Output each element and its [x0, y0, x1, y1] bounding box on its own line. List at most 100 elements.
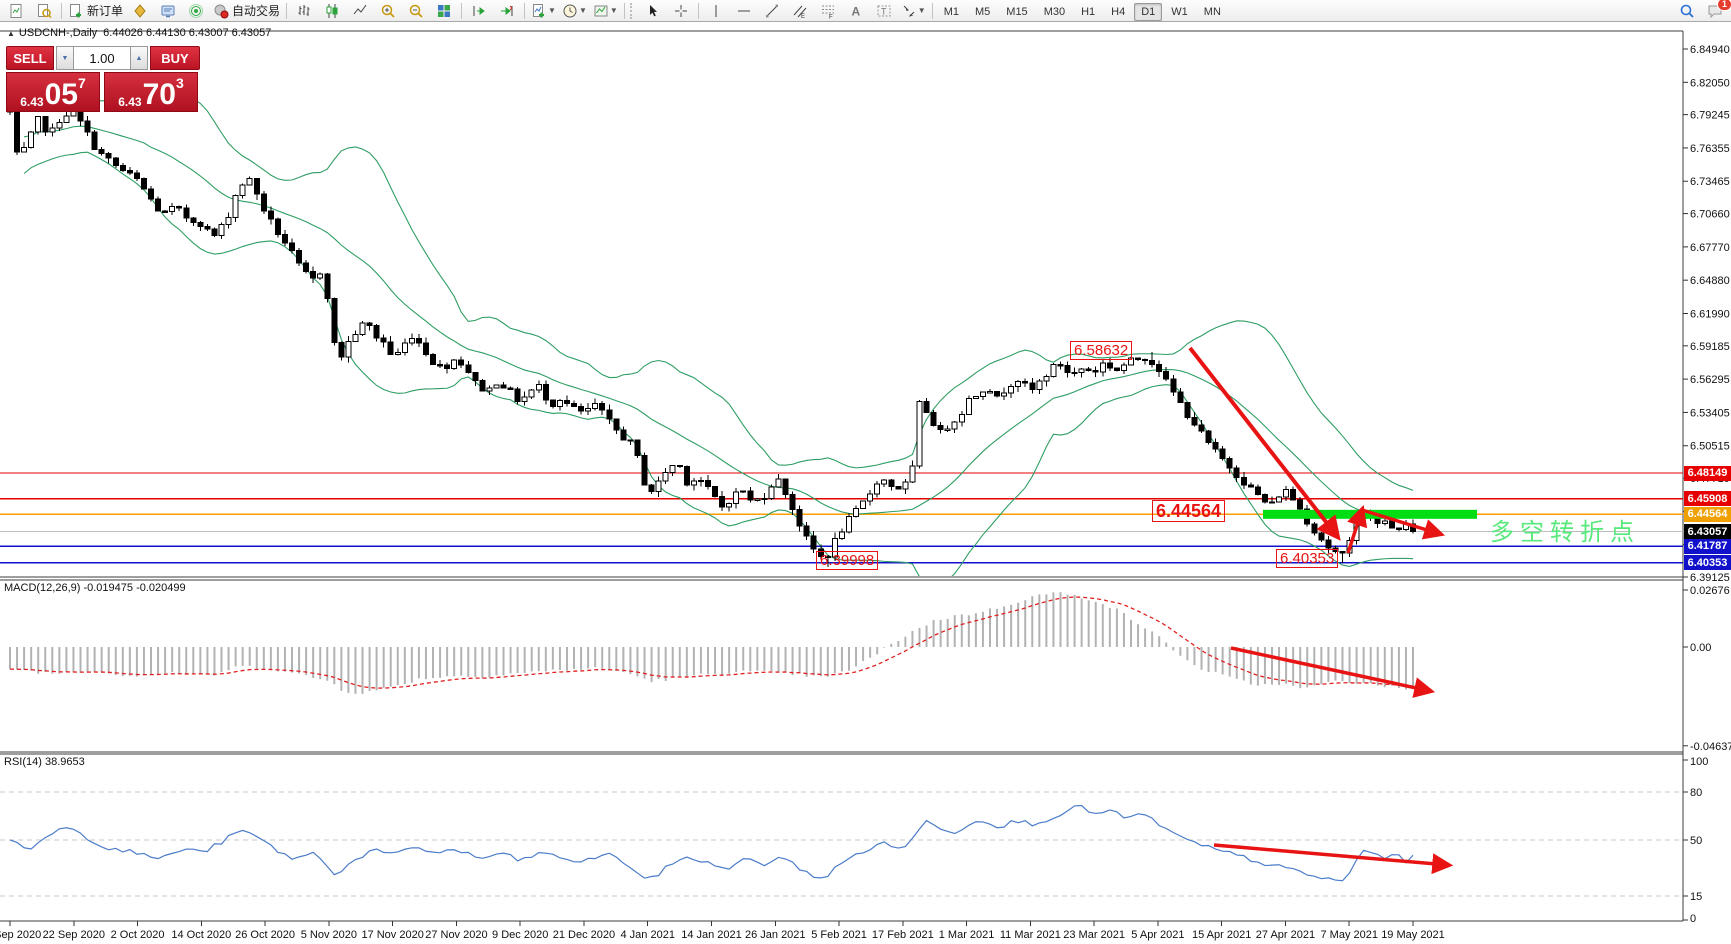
ohlc-values: 6.44026 6.44130 6.43007 6.43057 [103, 27, 272, 39]
svg-text:17 Nov 2020: 17 Nov 2020 [361, 929, 423, 941]
annotation-arrows [1188, 346, 1454, 875]
sell-button[interactable]: SELL [6, 46, 54, 70]
new-order-label: 新订单 [87, 4, 124, 18]
sell-price-display[interactable]: 6.43 05 7 [6, 72, 100, 112]
auto-scroll-icon[interactable] [465, 0, 493, 22]
sell-price-small: 6.43 [20, 95, 44, 109]
tile-windows-icon[interactable] [430, 0, 458, 22]
timeframe-button-M1[interactable]: M1 [943, 5, 959, 18]
line-chart-mode-icon[interactable] [346, 0, 374, 22]
bollinger-upper-band [23, 89, 1414, 491]
svg-text:2 Oct 2020: 2 Oct 2020 [111, 929, 165, 941]
svg-text:80: 80 [1690, 787, 1702, 799]
svg-text:19 May 2021: 19 May 2021 [1381, 929, 1445, 941]
svg-text:5 Apr 2021: 5 Apr 2021 [1131, 929, 1184, 941]
svg-text:6.53405: 6.53405 [1690, 407, 1730, 419]
svg-text:6.79245: 6.79245 [1690, 110, 1730, 122]
svg-text:4 Jan 2021: 4 Jan 2021 [621, 929, 675, 941]
vertical-line-tool-icon[interactable] [702, 0, 730, 22]
trendline-tool-icon[interactable] [758, 0, 786, 22]
timeframe-button-D1[interactable]: D1 [1134, 2, 1163, 21]
bar-chart-mode-icon[interactable] [290, 0, 318, 22]
zoom-out-icon[interactable] [402, 0, 430, 22]
broadcast-icon[interactable] [182, 0, 210, 22]
svg-text:27 Nov 2020: 27 Nov 2020 [425, 929, 487, 941]
chart-shift-icon[interactable] [493, 0, 521, 22]
text-tool-icon[interactable]: A [842, 0, 870, 22]
toolbar: 新订单 自动交易 ▼ ▼ ▼ E F A T ▼ [0, 0, 1731, 22]
profiles-button[interactable] [30, 0, 58, 22]
svg-text:T: T [881, 6, 887, 16]
svg-text:23 Mar 2021: 23 Mar 2021 [1063, 929, 1125, 941]
volume-decrease-button[interactable]: ▼ [56, 46, 74, 70]
buy-price-display[interactable]: 6.43 70 3 [104, 72, 198, 112]
svg-text:6.61990: 6.61990 [1690, 308, 1730, 320]
macd-signal-line [9, 596, 1414, 689]
symbol-period-label: USDCNH-,Daily [18, 27, 98, 39]
timeframe-button-M15[interactable]: M15 [1006, 5, 1028, 18]
svg-text:6.70660: 6.70660 [1690, 209, 1730, 221]
periods-clock-button[interactable]: ▼ [559, 0, 590, 22]
timeframe-button-W1[interactable]: W1 [1171, 5, 1188, 18]
timeframe-button-M30[interactable]: M30 [1043, 5, 1066, 18]
svg-text:7 May 2021: 7 May 2021 [1320, 929, 1377, 941]
svg-text:21 Dec 2020: 21 Dec 2020 [553, 929, 615, 941]
svg-text:27 Apr 2021: 27 Apr 2021 [1256, 929, 1315, 941]
bollinger-middle-band [24, 125, 1414, 526]
price-annotation-level: 6.44564 [1152, 500, 1226, 522]
templates-button[interactable]: ▼ [590, 0, 621, 22]
svg-text:6.73465: 6.73465 [1690, 176, 1730, 188]
search-icon[interactable] [1673, 0, 1701, 22]
candle-chart-mode-icon[interactable] [318, 0, 346, 22]
volume-input[interactable] [74, 46, 130, 70]
svg-text:10 Sep 2020: 10 Sep 2020 [0, 929, 41, 941]
svg-text:-0.046374: -0.046374 [1690, 741, 1731, 753]
timeframe-button-H4[interactable]: H4 [1111, 5, 1126, 18]
buy-button[interactable]: BUY [150, 46, 200, 70]
svg-text:6.64880: 6.64880 [1690, 275, 1730, 287]
autotrading-label: 自动交易 [232, 4, 281, 18]
arrows-tool-button[interactable]: ▼ [898, 0, 929, 22]
terminal-icon[interactable] [154, 0, 182, 22]
cursor-tool-icon[interactable] [639, 0, 667, 22]
trade-panel-toggle[interactable]: ▲ [7, 29, 15, 38]
svg-text:6.67770: 6.67770 [1690, 242, 1730, 254]
svg-text:6.84940: 6.84940 [1690, 44, 1730, 56]
text-label-tool-icon[interactable]: T [870, 0, 898, 22]
buy-price-small: 6.43 [118, 95, 142, 109]
svg-text:6.50515: 6.50515 [1690, 441, 1730, 453]
equidistant-channel-tool-icon[interactable]: E [786, 0, 814, 22]
svg-text:0.00: 0.00 [1690, 642, 1711, 654]
chat-icon[interactable]: 1 [1701, 0, 1731, 22]
zoom-in-icon[interactable] [374, 0, 402, 22]
svg-text:9 Dec 2020: 9 Dec 2020 [492, 929, 548, 941]
macd-axis: 0.02676 0.00 -0.046374 [1683, 585, 1731, 753]
new-order-button[interactable]: 新订单 [65, 0, 126, 22]
crosshair-tool-icon[interactable] [667, 0, 695, 22]
svg-text:14 Oct 2020: 14 Oct 2020 [171, 929, 231, 941]
indicators-button[interactable]: ▼ [528, 0, 559, 22]
svg-text:14 Jan 2021: 14 Jan 2021 [681, 929, 742, 941]
level-price-badge: 6.40353 [1684, 555, 1731, 571]
autotrading-button[interactable]: 自动交易 [210, 0, 283, 22]
svg-text:5 Nov 2020: 5 Nov 2020 [301, 929, 357, 941]
svg-text:11 Mar 2021: 11 Mar 2021 [1000, 929, 1061, 941]
timeframe-button-H1[interactable]: H1 [1081, 5, 1096, 18]
svg-text:6.56295: 6.56295 [1690, 374, 1730, 386]
fibonacci-tool-icon[interactable]: F [814, 0, 842, 22]
volume-increase-button[interactable]: ▲ [130, 46, 148, 70]
timeframe-button-M5[interactable]: M5 [975, 5, 991, 18]
level-price-badge: 6.45908 [1684, 491, 1731, 507]
symbol-title: ▲ USDCNH-,Daily 6.44026 6.44130 6.43007 6.… [7, 27, 271, 39]
timeframe-button-MN[interactable]: MN [1203, 5, 1221, 18]
green-support-zone [1263, 509, 1477, 519]
sell-price-sup: 7 [77, 75, 86, 91]
horizontal-line-tool-icon[interactable] [730, 0, 758, 22]
new-chart-button[interactable] [2, 0, 30, 22]
svg-text:5 Feb 2021: 5 Feb 2021 [811, 929, 867, 941]
rsi-axis: 100 80 50 15 0 [1683, 756, 1708, 925]
metaeditor-icon[interactable] [126, 0, 154, 22]
